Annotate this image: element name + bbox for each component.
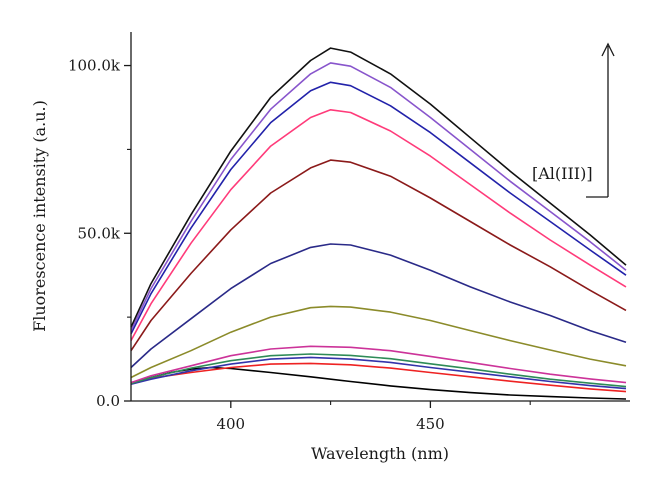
arrow-up-icon — [601, 42, 615, 57]
series-line-4 — [130, 353, 627, 388]
axes-layer — [130, 32, 630, 402]
ticks-layer: 400 450 0.0 50.0k 100.0k — [68, 57, 531, 433]
series-line-9 — [130, 109, 627, 341]
y-axis-title: Fluorescence intensity (a.u.) — [30, 100, 49, 332]
series-layer — [130, 47, 627, 400]
y-tick-label-3: 100.0k — [68, 57, 121, 75]
series-line-6 — [130, 305, 627, 379]
y-tick-label-1: 0.0 — [96, 392, 120, 410]
series-line-2 — [130, 362, 627, 393]
series-line-11 — [130, 62, 627, 331]
concentration-arrow — [586, 42, 615, 198]
series-line-5 — [130, 345, 627, 384]
al-iii-annotation: [Al(III)] — [532, 164, 593, 183]
x-tick-label-1: 400 — [216, 415, 245, 433]
series-line-3 — [130, 356, 627, 390]
series-line-8 — [130, 159, 627, 352]
x-tick-label-2: 450 — [416, 415, 445, 433]
series-line-7 — [130, 243, 627, 369]
series-line-12 — [130, 47, 627, 328]
series-line-10 — [130, 81, 627, 335]
y-tick-label-2: 50.0k — [78, 224, 121, 242]
x-axis-title: Wavelength (nm) — [311, 444, 449, 463]
series-line-1 — [130, 366, 627, 400]
